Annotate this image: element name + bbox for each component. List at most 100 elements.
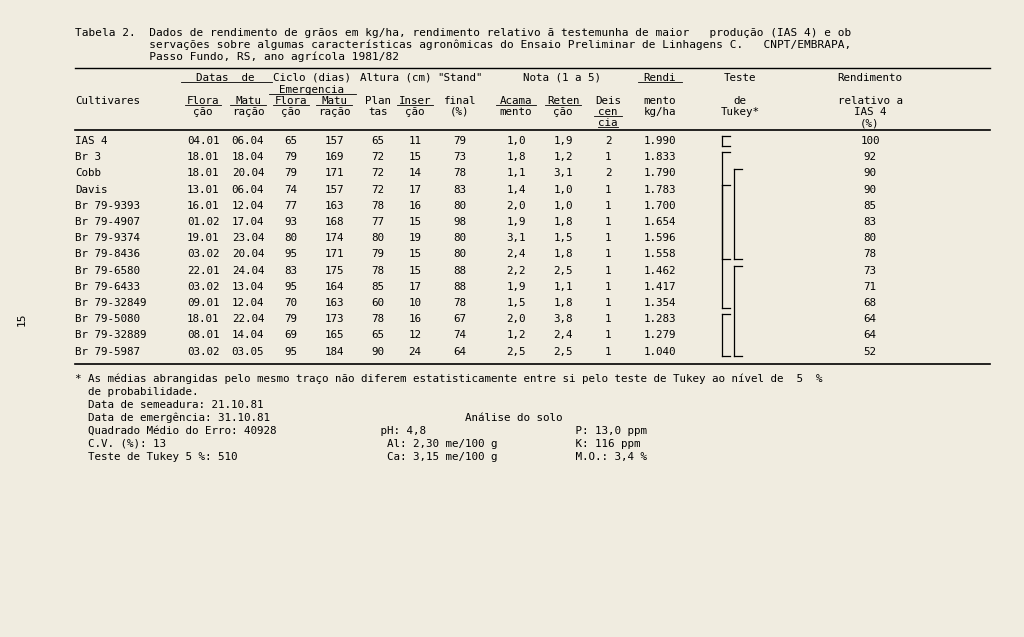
Text: Br 79-32849: Br 79-32849 xyxy=(75,298,146,308)
Text: 1,9: 1,9 xyxy=(506,217,525,227)
Text: 79: 79 xyxy=(285,168,298,178)
Text: 2,5: 2,5 xyxy=(506,347,525,357)
Text: 78: 78 xyxy=(863,250,877,259)
Text: Teste de Tukey 5 %: 510                       Ca: 3,15 me/100 g            M.O.:: Teste de Tukey 5 %: 510 Ca: 3,15 me/100 … xyxy=(75,452,647,462)
Text: 73: 73 xyxy=(454,152,467,162)
Text: 1.283: 1.283 xyxy=(644,314,676,324)
Text: 20.04: 20.04 xyxy=(231,250,264,259)
Text: 13.04: 13.04 xyxy=(231,282,264,292)
Text: 1,8: 1,8 xyxy=(553,217,572,227)
Text: Acama: Acama xyxy=(500,96,532,106)
Text: 85: 85 xyxy=(372,282,384,292)
Text: Davis: Davis xyxy=(75,185,108,194)
Text: Datas  de: Datas de xyxy=(196,73,254,83)
Text: ção: ção xyxy=(282,107,301,117)
Text: 18.01: 18.01 xyxy=(186,314,219,324)
Text: Br 79-9374: Br 79-9374 xyxy=(75,233,140,243)
Text: 163: 163 xyxy=(325,201,344,211)
Text: 1.462: 1.462 xyxy=(644,266,676,276)
Text: 24: 24 xyxy=(409,347,422,357)
Text: 1.654: 1.654 xyxy=(644,217,676,227)
Text: 1.417: 1.417 xyxy=(644,282,676,292)
Text: IAS 4: IAS 4 xyxy=(75,136,108,146)
Text: 1: 1 xyxy=(605,282,611,292)
Text: 1,0: 1,0 xyxy=(553,185,572,194)
Text: 79: 79 xyxy=(285,314,298,324)
Text: 3,8: 3,8 xyxy=(553,314,572,324)
Text: 175: 175 xyxy=(325,266,344,276)
Text: 69: 69 xyxy=(285,331,298,340)
Text: Cobb: Cobb xyxy=(75,168,101,178)
Text: 90: 90 xyxy=(372,347,384,357)
Text: 3,1: 3,1 xyxy=(553,168,572,178)
Text: Ciclo (dias): Ciclo (dias) xyxy=(273,73,351,83)
Text: 169: 169 xyxy=(325,152,344,162)
Text: 80: 80 xyxy=(454,233,467,243)
Text: ção: ção xyxy=(553,107,572,117)
Text: 1: 1 xyxy=(605,266,611,276)
Text: 10: 10 xyxy=(409,298,422,308)
Text: 98: 98 xyxy=(454,217,467,227)
Text: 1.833: 1.833 xyxy=(644,152,676,162)
Text: * As médias abrangidas pelo mesmo traço não diferem estatisticamente entre si pe: * As médias abrangidas pelo mesmo traço … xyxy=(75,374,822,384)
Text: 83: 83 xyxy=(454,185,467,194)
Text: ção: ção xyxy=(194,107,213,117)
Text: 64: 64 xyxy=(863,314,877,324)
Text: 12.04: 12.04 xyxy=(231,298,264,308)
Text: 06.04: 06.04 xyxy=(231,185,264,194)
Text: 22.01: 22.01 xyxy=(186,266,219,276)
Text: 67: 67 xyxy=(454,314,467,324)
Text: 24.04: 24.04 xyxy=(231,266,264,276)
Text: 1,5: 1,5 xyxy=(553,233,572,243)
Text: 2,4: 2,4 xyxy=(506,250,525,259)
Text: Matu: Matu xyxy=(234,96,261,106)
Text: 74: 74 xyxy=(454,331,467,340)
Text: Rendi: Rendi xyxy=(644,73,676,83)
Text: 77: 77 xyxy=(372,217,384,227)
Text: 77: 77 xyxy=(285,201,298,211)
Text: 1.596: 1.596 xyxy=(644,233,676,243)
Text: 03.02: 03.02 xyxy=(186,347,219,357)
Text: cen: cen xyxy=(598,107,617,117)
Text: Br 79-4907: Br 79-4907 xyxy=(75,217,140,227)
Text: 79: 79 xyxy=(372,250,384,259)
Text: de probabilidade.: de probabilidade. xyxy=(75,387,199,397)
Text: 1: 1 xyxy=(605,233,611,243)
Text: 71: 71 xyxy=(863,282,877,292)
Text: 78: 78 xyxy=(454,168,467,178)
Text: 80: 80 xyxy=(372,233,384,243)
Text: 18.01: 18.01 xyxy=(186,152,219,162)
Text: 1: 1 xyxy=(605,152,611,162)
Text: 80: 80 xyxy=(454,201,467,211)
Text: mento: mento xyxy=(644,96,676,106)
Text: IAS 4: IAS 4 xyxy=(854,107,886,117)
Text: 19.01: 19.01 xyxy=(186,233,219,243)
Text: servações sobre algumas características agronômicas do Ensaio Preliminar de Linh: servações sobre algumas características … xyxy=(75,40,851,50)
Text: 80: 80 xyxy=(863,233,877,243)
Text: final: final xyxy=(443,96,476,106)
Text: Deis: Deis xyxy=(595,96,621,106)
Text: 23.04: 23.04 xyxy=(231,233,264,243)
Text: 83: 83 xyxy=(863,217,877,227)
Text: 04.01: 04.01 xyxy=(186,136,219,146)
Text: 79: 79 xyxy=(454,136,467,146)
Text: tas: tas xyxy=(369,107,388,117)
Text: Tukey*: Tukey* xyxy=(721,107,760,117)
Text: 74: 74 xyxy=(285,185,298,194)
Text: 12.04: 12.04 xyxy=(231,201,264,211)
Text: Reten: Reten xyxy=(547,96,580,106)
Text: kg/ha: kg/ha xyxy=(644,107,676,117)
Text: 1.354: 1.354 xyxy=(644,298,676,308)
Text: 1,1: 1,1 xyxy=(553,282,572,292)
Text: 1: 1 xyxy=(605,331,611,340)
Text: 1,9: 1,9 xyxy=(553,136,572,146)
Text: 1,8: 1,8 xyxy=(553,250,572,259)
Text: Quadrado Médio do Erro: 40928                pH: 4,8                       P: 13: Quadrado Médio do Erro: 40928 pH: 4,8 P:… xyxy=(75,426,647,436)
Text: 17: 17 xyxy=(409,282,422,292)
Text: 11: 11 xyxy=(409,136,422,146)
Text: C.V. (%): 13                                  Al: 2,30 me/100 g            K: 11: C.V. (%): 13 Al: 2,30 me/100 g K: 11 xyxy=(75,439,640,449)
Text: 03.05: 03.05 xyxy=(231,347,264,357)
Text: 70: 70 xyxy=(285,298,298,308)
Text: cia: cia xyxy=(598,118,617,128)
Text: Br 79-9393: Br 79-9393 xyxy=(75,201,140,211)
